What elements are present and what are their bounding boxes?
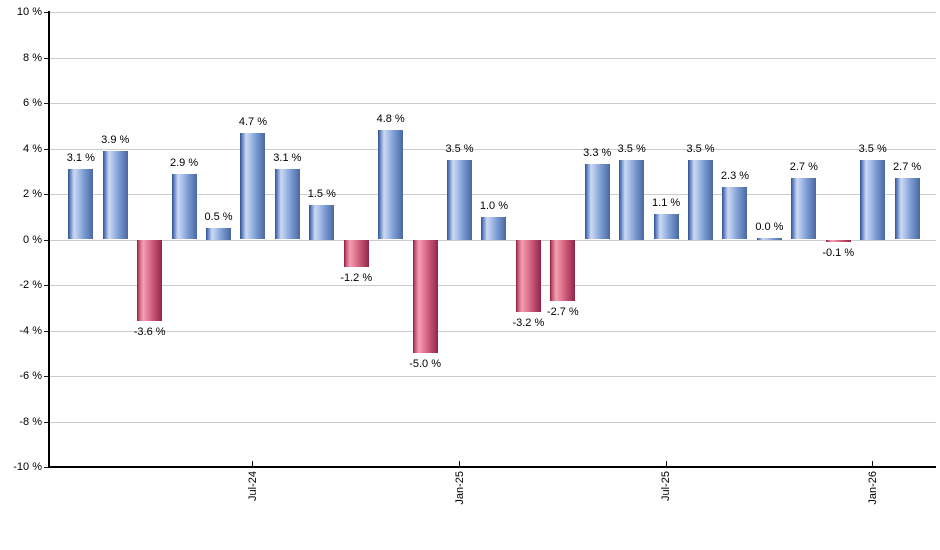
bar-positive bbox=[206, 228, 232, 240]
bar-positive bbox=[722, 187, 748, 240]
bar-positive bbox=[102, 150, 128, 240]
bar-negative bbox=[412, 239, 438, 354]
y-axis-tick bbox=[44, 376, 48, 377]
bar-value-label: 3.1 % bbox=[273, 151, 302, 164]
bar-positive bbox=[860, 159, 886, 240]
bar-value-label: -1.2 % bbox=[340, 271, 373, 284]
gridline bbox=[50, 149, 936, 150]
y-axis-label: -10 % bbox=[13, 461, 42, 473]
bar-value-label: 3.1 % bbox=[66, 151, 95, 164]
y-axis-tick bbox=[44, 103, 48, 104]
y-axis-tick bbox=[44, 194, 48, 195]
y-axis-tick bbox=[44, 467, 48, 468]
y-axis-line bbox=[48, 11, 50, 468]
bar-positive bbox=[240, 132, 266, 240]
bar-value-label: 3.5 % bbox=[686, 142, 715, 155]
y-axis-tick bbox=[44, 58, 48, 59]
bar-positive bbox=[309, 205, 335, 240]
gridline bbox=[50, 422, 936, 423]
bar-value-label: 3.3 % bbox=[583, 147, 612, 160]
bar-positive bbox=[791, 178, 817, 240]
y-axis-label: -6 % bbox=[19, 370, 42, 382]
bar-negative bbox=[550, 239, 576, 301]
bar-positive bbox=[688, 159, 714, 240]
y-axis-label: -8 % bbox=[19, 416, 42, 428]
bar-value-label: 2.9 % bbox=[170, 156, 199, 169]
y-axis-label: 0 % bbox=[23, 234, 42, 246]
bar-value-label: 3.5 % bbox=[858, 142, 887, 155]
y-axis-label: 10 % bbox=[16, 6, 42, 18]
x-axis-tick bbox=[252, 461, 254, 466]
x-axis-tick bbox=[665, 461, 667, 466]
bar-value-label: 2.3 % bbox=[720, 170, 750, 183]
x-axis-label: Jan-25 bbox=[453, 471, 466, 505]
bar-positive bbox=[653, 214, 679, 240]
gridline bbox=[50, 331, 936, 332]
bar-positive bbox=[171, 173, 197, 240]
x-axis-tick bbox=[872, 461, 874, 466]
bar-positive bbox=[584, 164, 610, 240]
bar-negative bbox=[343, 239, 369, 267]
gridline bbox=[50, 285, 936, 286]
bar-value-label: 0.0 % bbox=[755, 221, 784, 233]
bar-value-label: 4.8 % bbox=[376, 113, 405, 126]
bar-value-label: -5.0 % bbox=[409, 358, 441, 371]
bar-value-label: 2.7 % bbox=[893, 161, 922, 174]
y-axis-tick bbox=[44, 422, 48, 423]
x-axis-tick bbox=[459, 461, 461, 466]
bar-value-label: 1.5 % bbox=[307, 188, 336, 201]
bar-positive bbox=[619, 159, 645, 240]
bar-negative bbox=[137, 239, 163, 322]
bar-positive bbox=[378, 130, 404, 240]
bar-positive bbox=[481, 216, 507, 240]
gridline bbox=[50, 58, 936, 59]
y-axis-label: 6 % bbox=[23, 97, 42, 109]
bar-value-label: -2.7 % bbox=[546, 305, 579, 318]
bar-positive bbox=[756, 238, 782, 240]
y-axis-label: -4 % bbox=[19, 325, 42, 337]
bar-value-label: 0.5 % bbox=[204, 211, 233, 224]
y-axis-label: 2 % bbox=[23, 188, 42, 200]
bar-value-label: 3.5 % bbox=[445, 142, 474, 155]
y-axis-tick bbox=[44, 285, 48, 286]
y-axis-tick bbox=[44, 240, 48, 241]
gridline bbox=[50, 194, 936, 195]
x-axis-label: Jul-24 bbox=[246, 471, 259, 501]
y-axis-tick bbox=[44, 149, 48, 150]
bar-positive bbox=[274, 168, 300, 240]
bar-value-label: 4.7 % bbox=[238, 115, 267, 128]
bar-value-label: 3.9 % bbox=[101, 133, 130, 146]
gridline bbox=[50, 103, 936, 104]
bar-negative bbox=[515, 239, 541, 313]
y-axis-tick bbox=[44, 12, 48, 13]
x-axis-label: Jan-26 bbox=[866, 471, 879, 505]
y-axis-label: -2 % bbox=[19, 279, 42, 291]
bar-positive bbox=[68, 168, 94, 240]
x-axis-line bbox=[48, 466, 936, 468]
bar-value-label: 2.7 % bbox=[789, 161, 818, 174]
gridline bbox=[50, 240, 936, 241]
bar-positive bbox=[447, 159, 473, 240]
bar-value-label: 1.1 % bbox=[652, 197, 681, 210]
bar-negative bbox=[825, 239, 851, 242]
gridline bbox=[50, 12, 936, 13]
y-axis-label: 4 % bbox=[23, 143, 42, 155]
bar-value-label: -0.1 % bbox=[822, 246, 855, 259]
bar-positive bbox=[894, 178, 920, 240]
bar-value-label: 1.0 % bbox=[479, 199, 509, 212]
bar-value-label: -3.6 % bbox=[133, 326, 166, 339]
gridline bbox=[50, 376, 936, 377]
x-axis-label: Jul-25 bbox=[660, 471, 673, 501]
bar-value-label: 3.5 % bbox=[617, 142, 646, 155]
bar-value-label: -3.2 % bbox=[512, 317, 545, 330]
y-axis-tick bbox=[44, 331, 48, 332]
y-axis-label: 8 % bbox=[23, 52, 42, 64]
